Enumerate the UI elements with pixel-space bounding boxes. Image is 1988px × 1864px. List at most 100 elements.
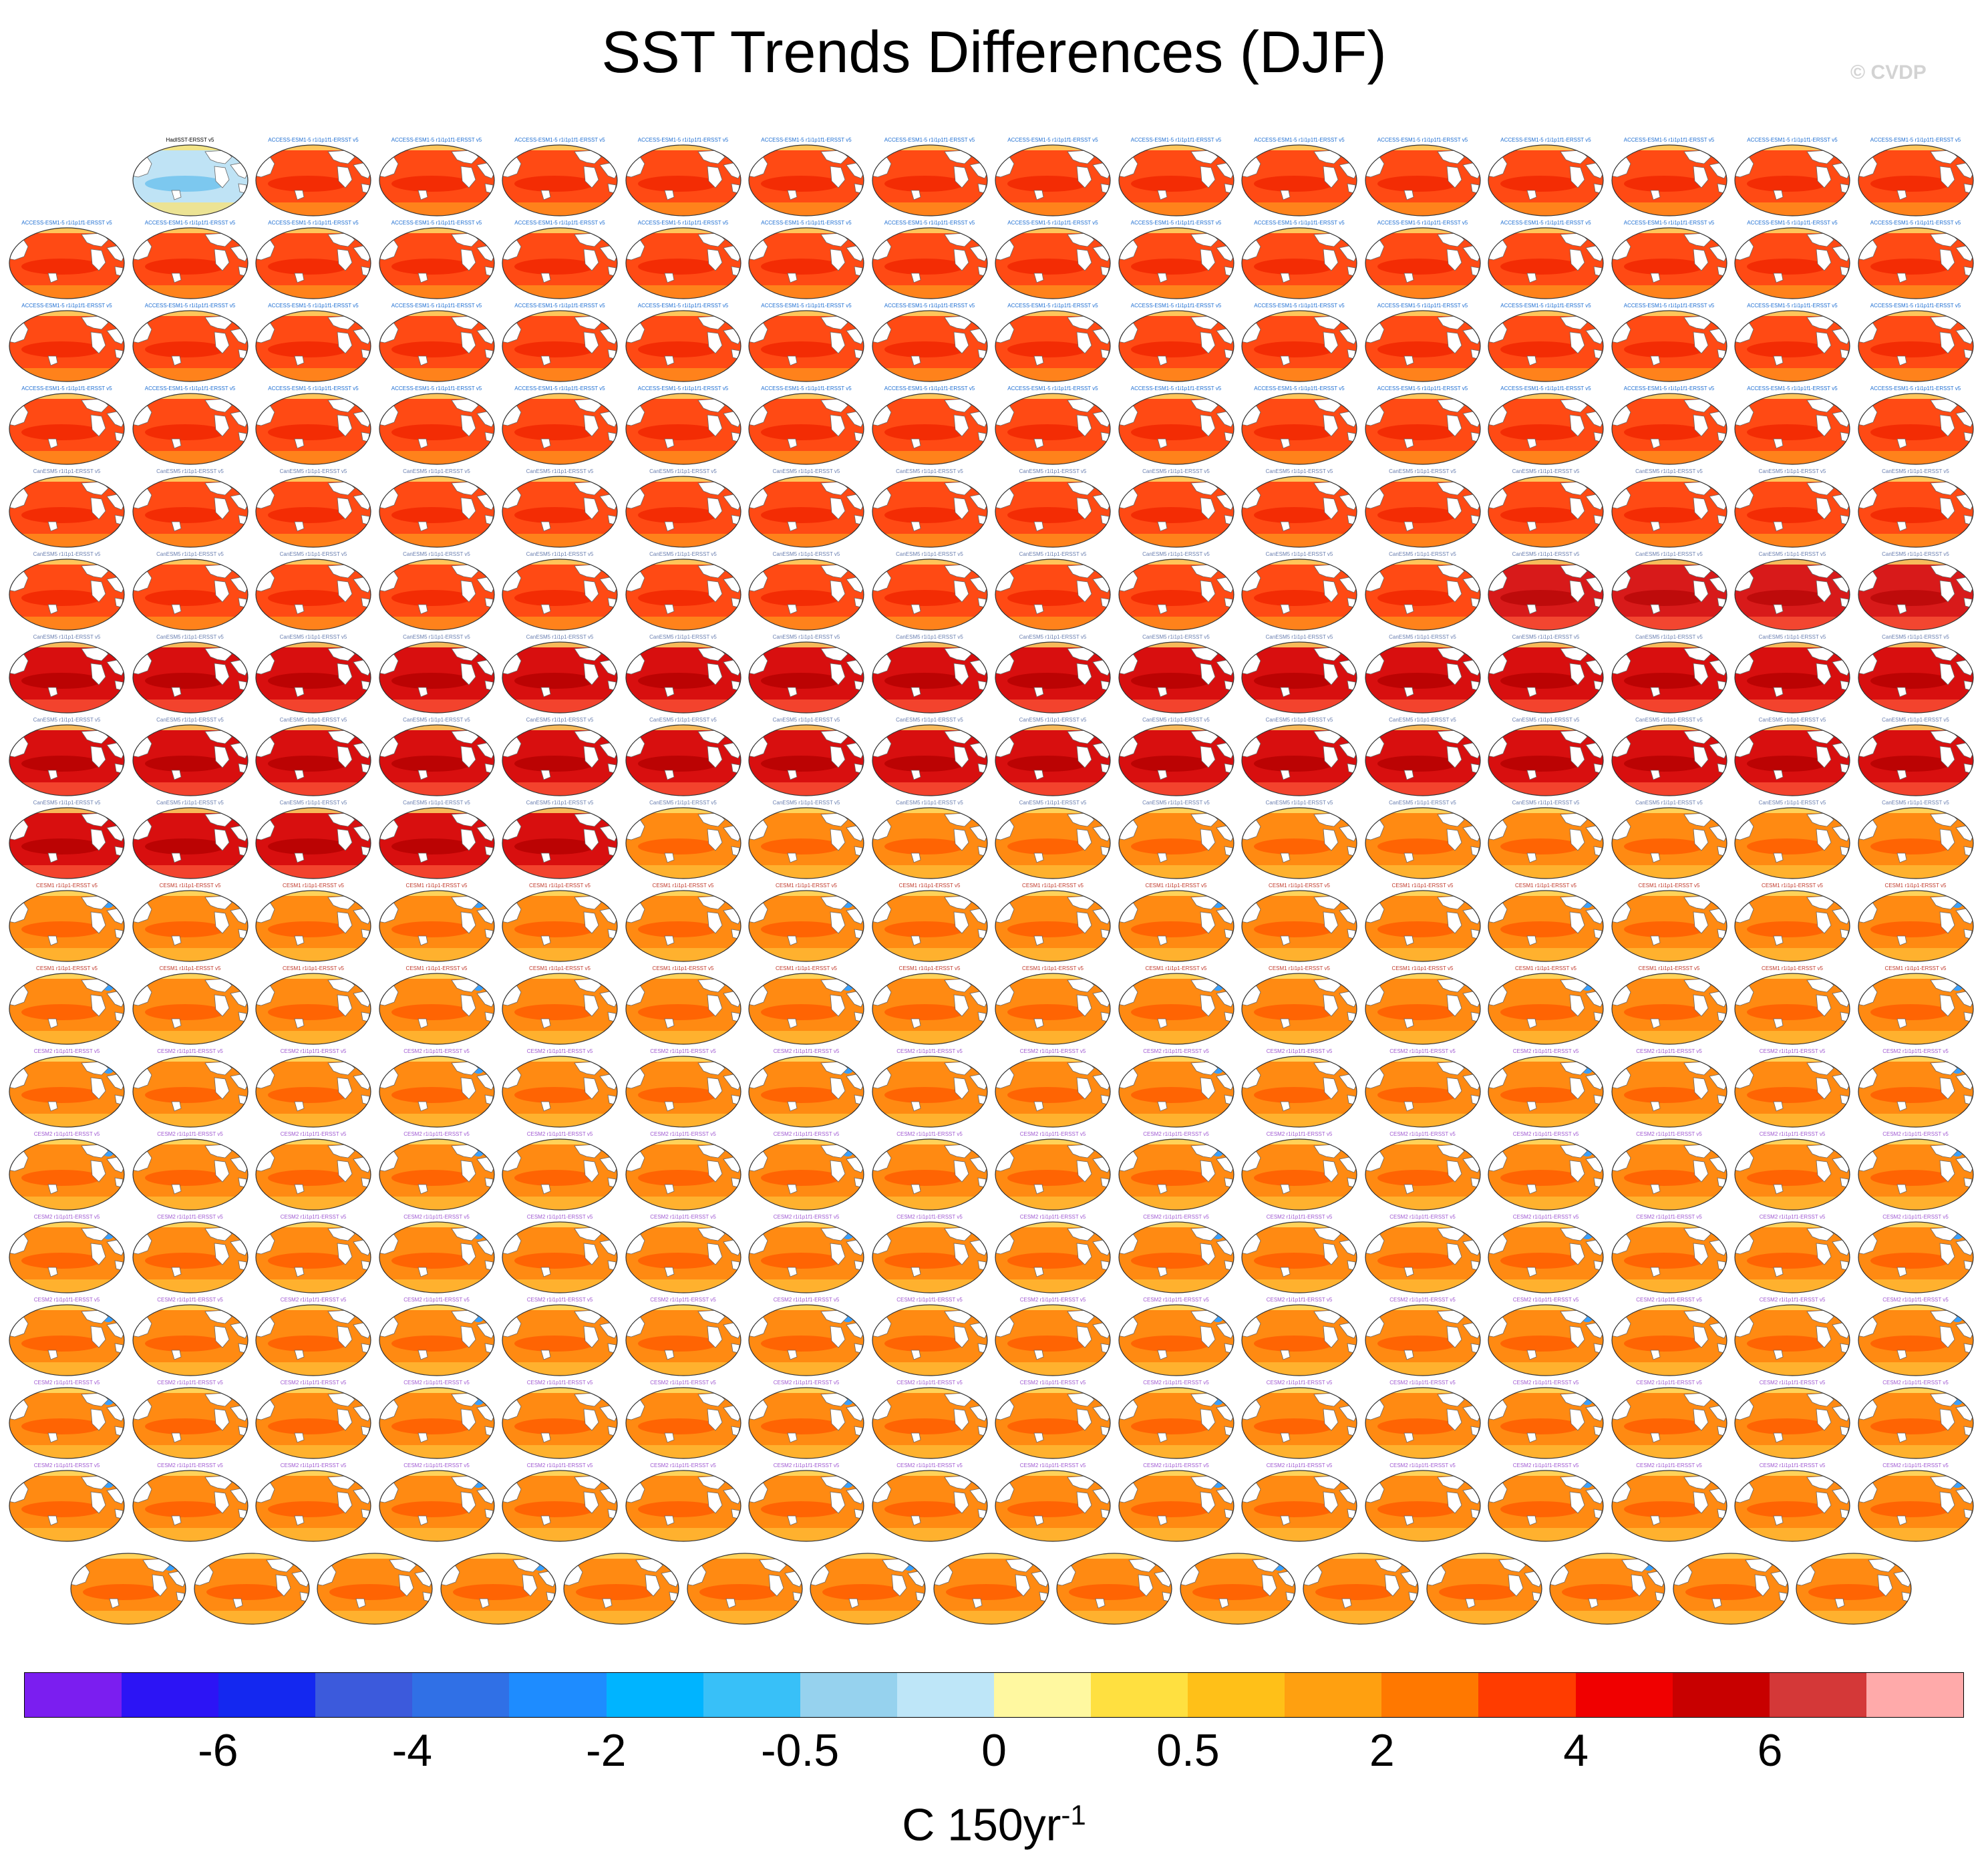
- map-panel-title: CESM2 r1i1p1f1-ERSST v5: [1266, 1297, 1333, 1303]
- map-panel: CESM1 r1i1p1-ERSST v5: [1118, 883, 1235, 964]
- map-panel: CanESM5 r1i1p1-ERSST v5: [1118, 551, 1235, 633]
- map-panel: CanESM5 r1i1p1-ERSST v5: [8, 717, 126, 798]
- map-panel: CanESM5 r1i1p1-ERSST v5: [748, 468, 865, 550]
- map-panel-title: CESM1 r1i1p1-ERSST v5: [529, 965, 591, 971]
- map-panel: [440, 1545, 557, 1627]
- map-panel-title: CanESM5 r1i1p1-ERSST v5: [526, 468, 594, 474]
- map-panel: CanESM5 r1i1p1-ERSST v5: [132, 468, 249, 550]
- world-map: [1118, 1056, 1234, 1128]
- map-panel: CanESM5 r1i1p1-ERSST v5: [255, 800, 372, 881]
- world-map: [1241, 1056, 1357, 1128]
- map-panel-title: CESM2 r1i1p1f1-ERSST v5: [1019, 1214, 1086, 1220]
- map-panel: ACCESS-ESM1-5 r1i1p1f1-ERSST v5: [1733, 137, 1851, 218]
- map-panel-title: CanESM5 r1i1p1-ERSST v5: [33, 551, 101, 557]
- map-panel: CanESM5 r1i1p1-ERSST v5: [994, 551, 1112, 633]
- map-panel-title: CanESM5 r1i1p1-ERSST v5: [1512, 634, 1580, 640]
- map-panel-title: CanESM5 r1i1p1-ERSST v5: [649, 468, 717, 474]
- map-panel: CESM2 r1i1p1f1-ERSST v5: [1364, 1297, 1482, 1378]
- map-panel-title: CESM1 r1i1p1-ERSST v5: [1022, 883, 1084, 889]
- world-map: [502, 1470, 618, 1542]
- colorbar-tick-label: 0.5: [1156, 1725, 1220, 1776]
- map-panel: CanESM5 r1i1p1-ERSST v5: [1487, 717, 1605, 798]
- world-map: [1118, 1138, 1234, 1211]
- map-panel: CESM2 r1i1p1f1-ERSST v5: [1487, 1131, 1605, 1213]
- map-panel: CESM2 r1i1p1f1-ERSST v5: [748, 1131, 865, 1213]
- map-panel-title: CESM1 r1i1p1-ERSST v5: [1515, 965, 1577, 971]
- world-map: [625, 1221, 741, 1293]
- map-panel: CanESM5 r1i1p1-ERSST v5: [1240, 634, 1358, 716]
- map-panel-title: ACCESS-ESM1-5 r1i1p1f1-ERSST v5: [1254, 220, 1345, 226]
- world-map: [132, 807, 248, 879]
- world-map: [1241, 476, 1357, 548]
- map-panel: ACCESS-ESM1-5 r1i1p1f1-ERSST v5: [1611, 220, 1728, 301]
- map-panel: CanESM5 r1i1p1-ERSST v5: [1733, 717, 1851, 798]
- map-panel: CanESM5 r1i1p1-ERSST v5: [501, 468, 619, 550]
- map-panel: CESM2 r1i1p1f1-ERSST v5: [1611, 1131, 1728, 1213]
- map-panel: CESM1 r1i1p1-ERSST v5: [871, 965, 989, 1047]
- map-panel-title: CanESM5 r1i1p1-ERSST v5: [1512, 551, 1580, 557]
- world-map: [132, 144, 248, 216]
- map-panel-title: ACCESS-ESM1-5 r1i1p1f1-ERSST v5: [514, 385, 605, 392]
- world-map: [1857, 1056, 1974, 1128]
- world-map: [1734, 1056, 1850, 1128]
- map-panel: CanESM5 r1i1p1-ERSST v5: [994, 800, 1112, 881]
- map-panel-title: CESM2 r1i1p1f1-ERSST v5: [526, 1214, 593, 1220]
- map-panel: CESM1 r1i1p1-ERSST v5: [255, 965, 372, 1047]
- world-map: [1734, 807, 1850, 879]
- map-panel: [1426, 1545, 1543, 1627]
- world-map: [995, 559, 1111, 631]
- world-map: [1118, 890, 1234, 962]
- map-panel-title: CanESM5 r1i1p1-ERSST v5: [526, 717, 594, 723]
- map-panel: CESM2 r1i1p1f1-ERSST v5: [1857, 1048, 1975, 1130]
- world-map: [1488, 890, 1604, 962]
- world-map: [871, 310, 988, 382]
- world-map: [748, 559, 864, 631]
- map-panel-title: CanESM5 r1i1p1-ERSST v5: [1389, 634, 1456, 640]
- map-panel-title: ACCESS-ESM1-5 r1i1p1f1-ERSST v5: [637, 137, 729, 143]
- map-panel: [316, 1545, 434, 1627]
- map-panel: CESM2 r1i1p1f1-ERSST v5: [625, 1462, 742, 1544]
- map-panel: [193, 1545, 311, 1627]
- map-panel-title: CESM2 r1i1p1f1-ERSST v5: [896, 1048, 963, 1054]
- map-panel-title: HadISST-ERSST v5: [166, 137, 214, 143]
- world-map: [1611, 476, 1727, 548]
- map-panel: CanESM5 r1i1p1-ERSST v5: [748, 634, 865, 716]
- map-panel-title: CESM2 r1i1p1f1-ERSST v5: [1759, 1131, 1826, 1137]
- map-panel: CESM1 r1i1p1-ERSST v5: [1611, 965, 1728, 1047]
- map-panel-title: CESM2 r1i1p1f1-ERSST v5: [1143, 1048, 1209, 1054]
- world-map: [502, 1387, 618, 1459]
- map-panel: CanESM5 r1i1p1-ERSST v5: [378, 800, 496, 881]
- world-map: [748, 393, 864, 465]
- map-panel: ACCESS-ESM1-5 r1i1p1f1-ERSST v5: [748, 220, 865, 301]
- map-panel: CESM2 r1i1p1f1-ERSST v5: [1240, 1380, 1358, 1461]
- world-map: [255, 1138, 371, 1211]
- map-panel-title: CESM2 r1i1p1f1-ERSST v5: [650, 1380, 716, 1386]
- world-map: [563, 1553, 679, 1625]
- world-map: [1611, 724, 1727, 796]
- map-panel-title: CanESM5 r1i1p1-ERSST v5: [1265, 634, 1333, 640]
- map-panel: CanESM5 r1i1p1-ERSST v5: [625, 468, 742, 550]
- map-panel-title: ACCESS-ESM1-5 r1i1p1f1-ERSST v5: [1007, 385, 1098, 392]
- map-panel-title: CESM2 r1i1p1f1-ERSST v5: [1636, 1214, 1702, 1220]
- map-panel: CanESM5 r1i1p1-ERSST v5: [1487, 800, 1605, 881]
- world-map: [1734, 310, 1850, 382]
- map-panel-title: CanESM5 r1i1p1-ERSST v5: [1882, 717, 1949, 723]
- world-map: [132, 559, 248, 631]
- map-panel-title: CESM2 r1i1p1f1-ERSST v5: [1636, 1462, 1702, 1468]
- map-panel: CESM1 r1i1p1-ERSST v5: [994, 883, 1112, 964]
- world-map: [625, 1470, 741, 1542]
- world-map: [255, 724, 371, 796]
- map-panel-title: CESM2 r1i1p1f1-ERSST v5: [896, 1297, 963, 1303]
- map-panel-title: CESM2 r1i1p1f1-ERSST v5: [1266, 1131, 1333, 1137]
- map-panel: CanESM5 r1i1p1-ERSST v5: [1857, 717, 1975, 798]
- world-map: [995, 1056, 1111, 1128]
- map-panel-title: CESM1 r1i1p1-ERSST v5: [1762, 883, 1823, 889]
- map-panel: CESM1 r1i1p1-ERSST v5: [1240, 965, 1358, 1047]
- map-panel-title: CESM2 r1i1p1f1-ERSST v5: [1512, 1462, 1579, 1468]
- map-panel-title: CanESM5 r1i1p1-ERSST v5: [156, 800, 224, 806]
- map-panel-title: CanESM5 r1i1p1-ERSST v5: [1635, 634, 1703, 640]
- map-panel: CESM2 r1i1p1f1-ERSST v5: [8, 1462, 126, 1544]
- map-panel-title: CanESM5 r1i1p1-ERSST v5: [896, 717, 963, 723]
- world-map: [1488, 641, 1604, 714]
- world-map: [1857, 393, 1974, 465]
